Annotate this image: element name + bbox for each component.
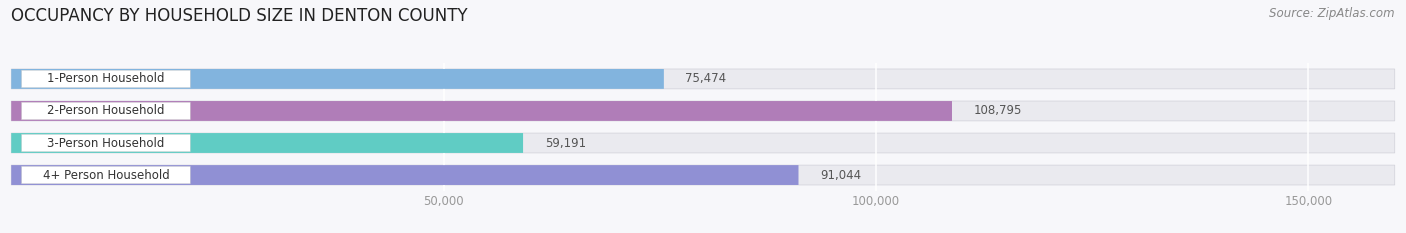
FancyBboxPatch shape [11,165,799,185]
FancyBboxPatch shape [11,165,1395,185]
Text: 59,191: 59,191 [544,137,586,150]
FancyBboxPatch shape [21,70,190,88]
FancyBboxPatch shape [11,69,664,89]
Text: 75,474: 75,474 [686,72,727,86]
FancyBboxPatch shape [11,101,1395,121]
FancyBboxPatch shape [11,133,523,153]
FancyBboxPatch shape [11,133,1395,153]
Text: OCCUPANCY BY HOUSEHOLD SIZE IN DENTON COUNTY: OCCUPANCY BY HOUSEHOLD SIZE IN DENTON CO… [11,7,468,25]
Text: 91,044: 91,044 [820,168,862,182]
FancyBboxPatch shape [11,69,1395,89]
Text: 3-Person Household: 3-Person Household [48,137,165,150]
Text: 108,795: 108,795 [973,104,1022,117]
FancyBboxPatch shape [21,102,190,120]
Text: 2-Person Household: 2-Person Household [48,104,165,117]
Text: 4+ Person Household: 4+ Person Household [42,168,169,182]
FancyBboxPatch shape [21,166,190,184]
FancyBboxPatch shape [11,101,952,121]
FancyBboxPatch shape [21,134,190,152]
Text: 1-Person Household: 1-Person Household [48,72,165,86]
Text: Source: ZipAtlas.com: Source: ZipAtlas.com [1270,7,1395,20]
